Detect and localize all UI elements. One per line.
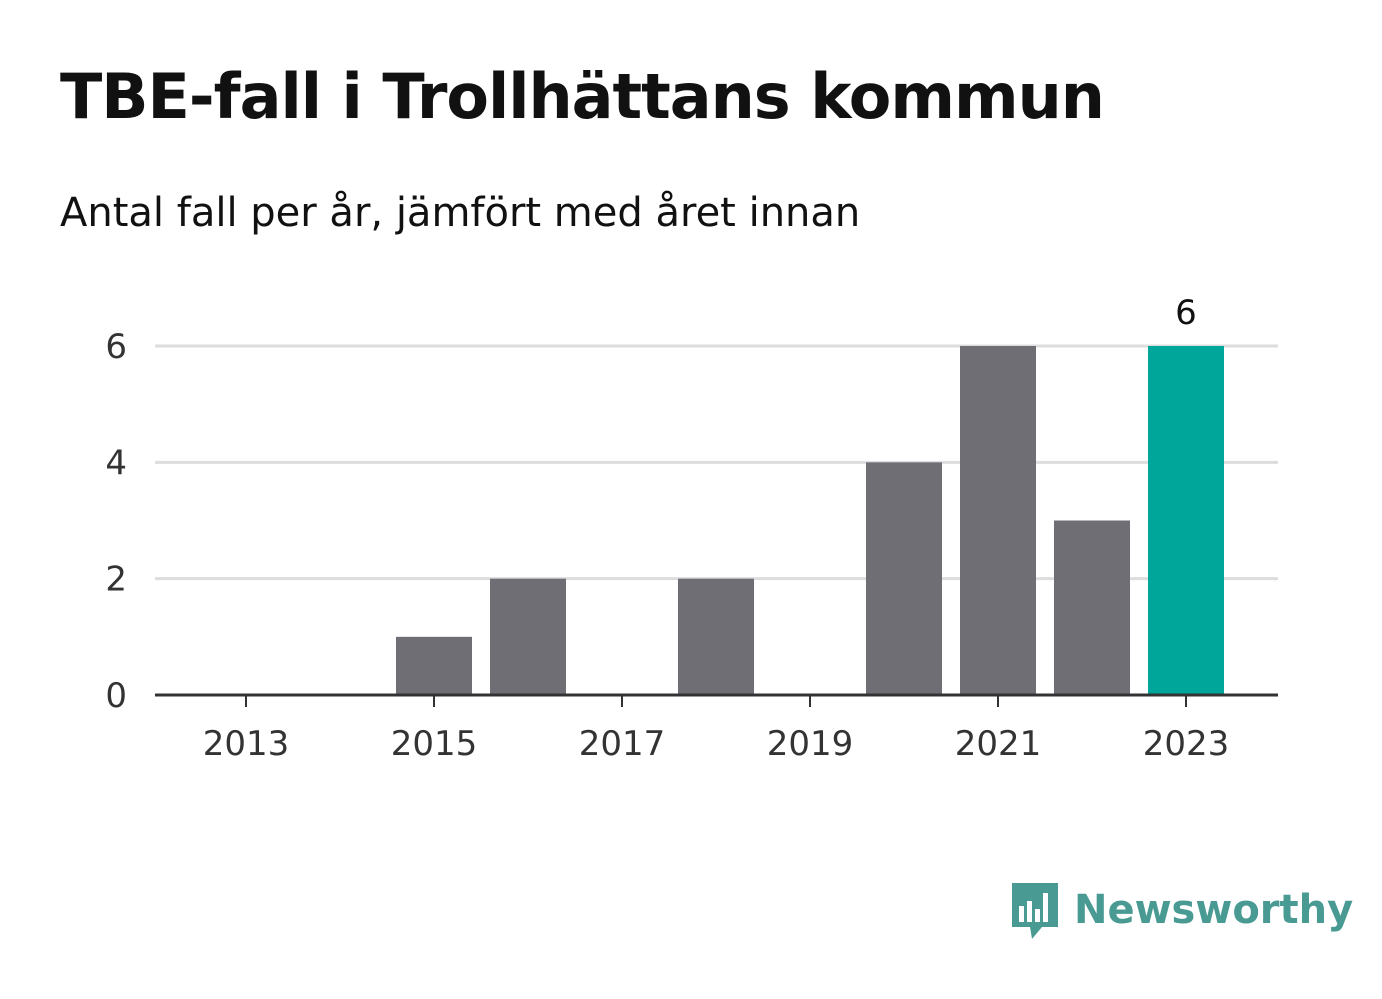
x-tick-label: 2013 [203,724,290,764]
x-tick-label: 2023 [1143,724,1230,764]
bar [490,578,566,695]
x-tick-label: 2015 [391,724,478,764]
y-tick-label: 4 [105,443,127,483]
y-tick-label: 2 [105,560,127,600]
chart-title: TBE-fall i Trollhättans kommun [60,60,1105,133]
bar [866,462,942,695]
y-tick-label: 0 [105,676,127,716]
x-tick-label: 2019 [767,724,854,764]
x-tick-label: 2021 [955,724,1042,764]
data-label: 6 [1175,293,1197,333]
newsworthy-logo: Newsworthy [1010,878,1353,942]
bar [396,636,472,695]
chart-subtitle: Antal fall per år, jämfört med året inna… [60,190,861,236]
bar [1148,346,1224,695]
y-tick-label: 6 [105,327,127,367]
bar [960,346,1036,695]
bar [678,578,754,695]
bar [1054,520,1130,695]
brand-name: Newsworthy [1074,887,1354,933]
x-tick-label: 2017 [579,724,666,764]
bar-chart-speech-bubble-icon [1012,883,1058,939]
